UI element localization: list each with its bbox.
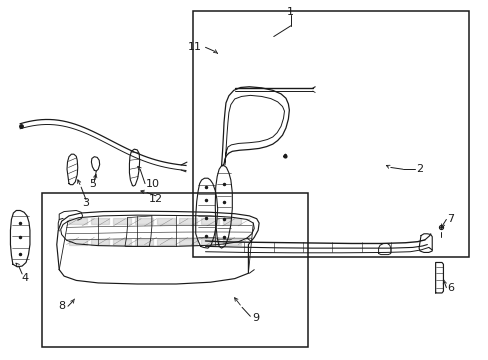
- Text: 9: 9: [252, 313, 259, 323]
- Text: 10: 10: [146, 179, 160, 189]
- Text: 1: 1: [287, 7, 294, 17]
- Text: 5: 5: [89, 179, 96, 189]
- Text: 3: 3: [82, 198, 89, 208]
- Bar: [42, 193, 307, 347]
- Text: 4: 4: [21, 273, 29, 283]
- Text: 12: 12: [148, 194, 163, 204]
- Text: 6: 6: [447, 283, 453, 293]
- Text: 7: 7: [447, 215, 453, 224]
- Bar: [193, 12, 468, 257]
- Text: 11: 11: [187, 42, 201, 52]
- Text: 2: 2: [415, 164, 423, 174]
- Text: 8: 8: [58, 301, 65, 311]
